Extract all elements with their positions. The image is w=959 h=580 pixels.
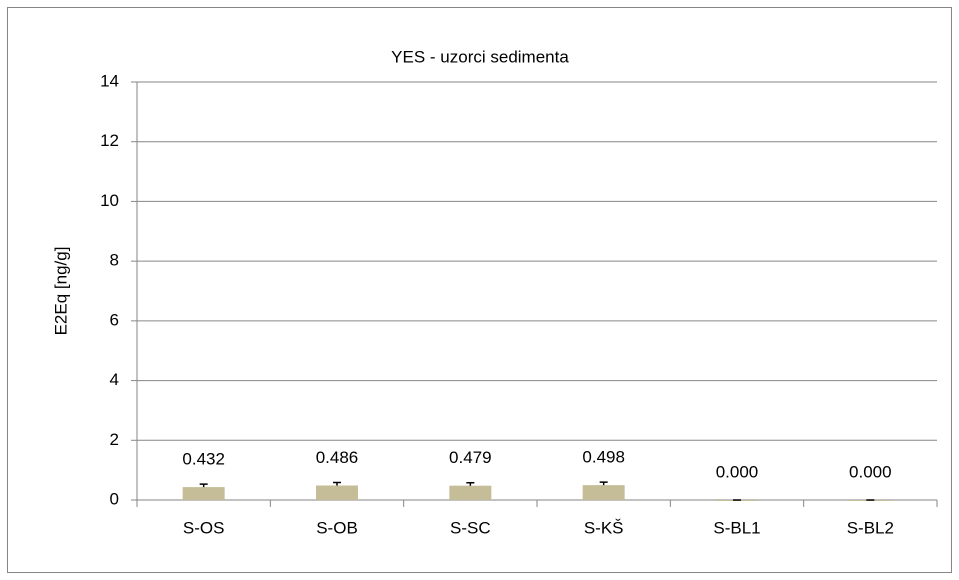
chart-title: YES - uzorci sedimenta [391,47,569,66]
chart-border [7,7,952,573]
y-tick-label: 2 [110,430,119,449]
value-label: 0.000 [849,462,892,481]
error-bar [333,481,341,486]
error-bar [466,481,475,486]
y-tick-label: 10 [100,191,119,210]
value-label: 0.498 [582,448,625,467]
bar [449,485,492,500]
value-label: 0.486 [316,448,359,467]
y-tick-label: 0 [110,489,119,508]
bar [582,485,625,500]
y-tick-label: 12 [100,131,119,150]
x-tick-label: S-OB [316,518,358,537]
value-label: 0.432 [182,450,225,469]
y-tick-label: 8 [110,251,119,270]
value-label: 0.479 [449,448,492,467]
bar [316,485,358,500]
value-label: 0.000 [716,462,759,481]
y-tick-label: 4 [110,370,119,389]
bar [182,487,225,500]
error-bar [199,483,208,488]
x-tick-label: S-OS [183,518,225,537]
y-tick-label: 14 [100,71,119,90]
y-tick-label: 6 [110,310,119,329]
x-tick-label: S-BL2 [847,518,894,537]
x-tick-label: S-BL1 [713,518,760,537]
x-tick-label: S-KŠ [584,518,624,537]
x-tick-label: S-SC [450,518,491,537]
y-axis-title: E2Eq [ng/g] [51,247,70,336]
error-bar [599,481,608,486]
